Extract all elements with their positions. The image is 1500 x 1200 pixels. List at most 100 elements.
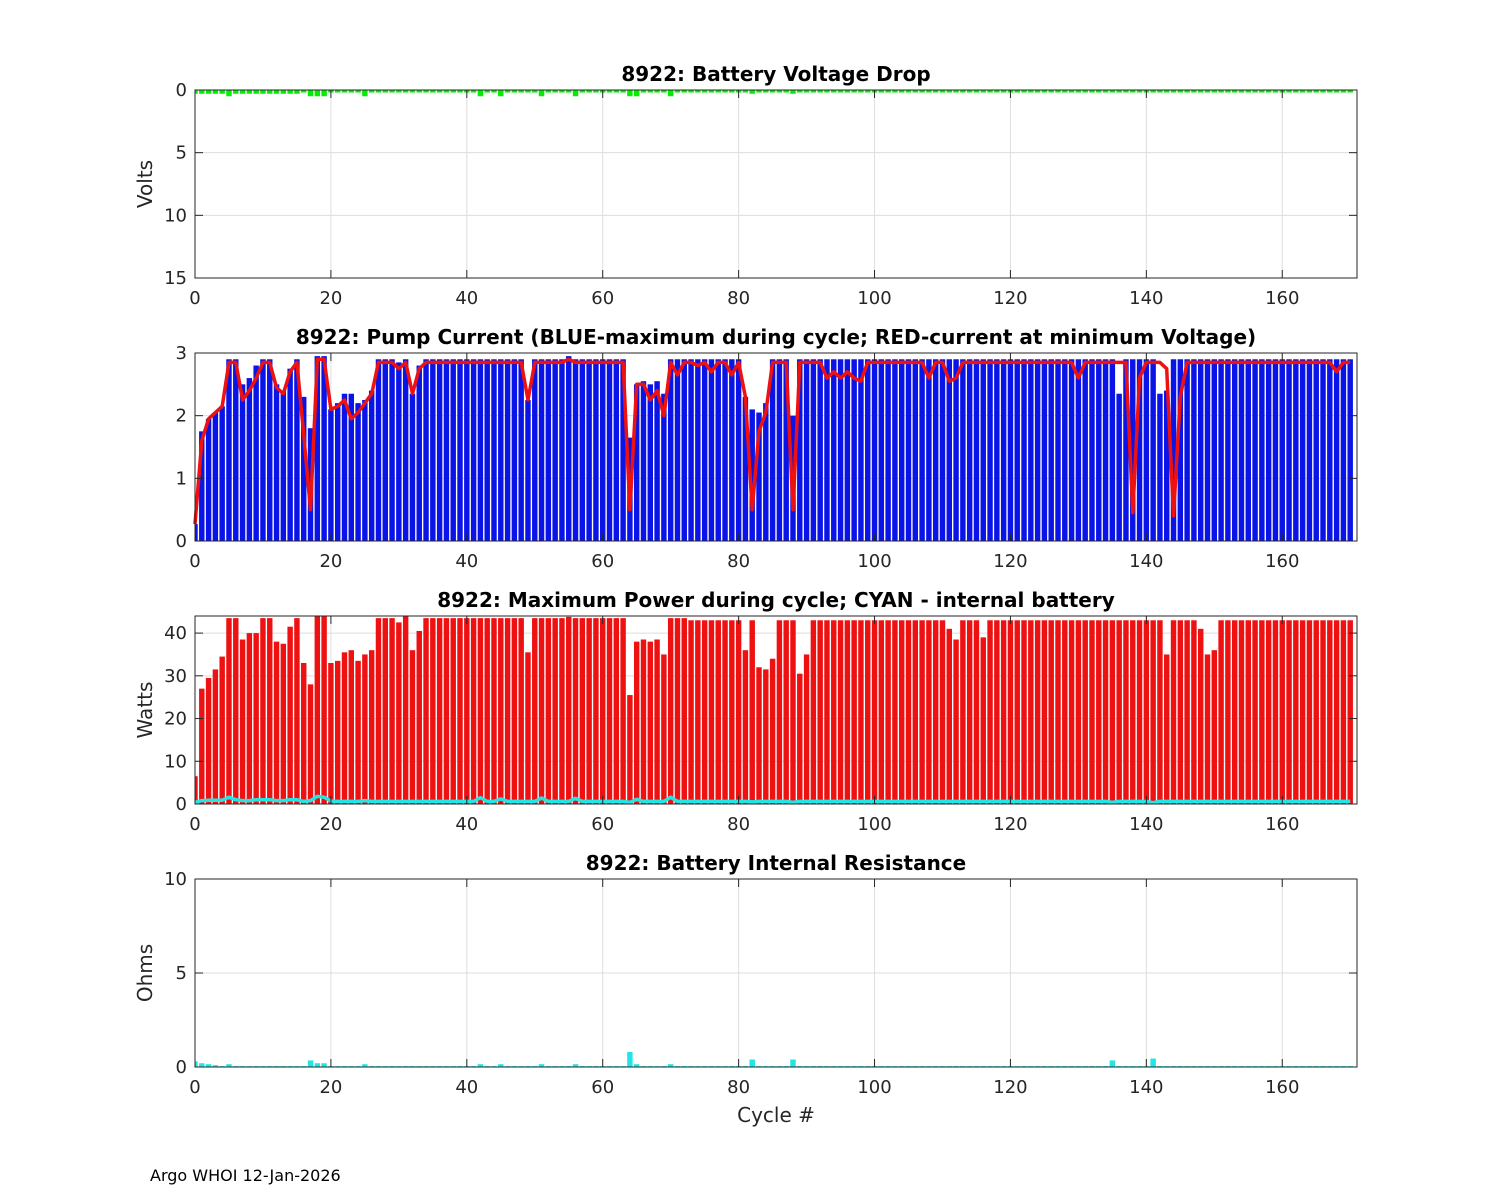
- current-bar: [1231, 359, 1238, 541]
- current-bar: [1007, 359, 1014, 541]
- power-bar: [1130, 620, 1136, 804]
- voltage-xtick-label: 60: [591, 288, 614, 309]
- power-bar: [586, 618, 592, 804]
- power-bar: [477, 618, 484, 804]
- resistance-bar: [212, 1065, 219, 1067]
- voltage-series-voltage: [195, 90, 1353, 97]
- power-xtick-label: 80: [727, 814, 750, 835]
- power-bar: [1320, 620, 1326, 804]
- voltage-xtick-label: 80: [727, 288, 750, 309]
- current-bar: [735, 359, 742, 541]
- voltage-bar: [334, 90, 341, 93]
- voltage-bar: [1320, 90, 1326, 93]
- voltage-bar: [1313, 90, 1319, 93]
- current-bar: [831, 359, 837, 541]
- voltage-axes-box: [194, 89, 1358, 279]
- voltage-bar: [491, 90, 497, 93]
- power-bar: [837, 620, 844, 804]
- voltage-bar: [763, 90, 769, 93]
- power-bar: [1306, 620, 1313, 804]
- power-bar: [1191, 620, 1197, 804]
- current-bar: [443, 359, 450, 541]
- voltage-bar: [477, 90, 484, 97]
- voltage-bar: [545, 90, 552, 93]
- current-bar: [769, 359, 776, 541]
- current-ytick-label: 0: [176, 531, 187, 552]
- voltage-bar: [953, 90, 959, 93]
- voltage-bar: [640, 90, 647, 93]
- voltage-bar: [851, 90, 857, 93]
- current-bar: [729, 359, 735, 541]
- voltage-bar: [1082, 90, 1088, 93]
- current-bar: [375, 359, 382, 541]
- power-bar: [1299, 620, 1306, 804]
- voltage-bar: [1034, 90, 1041, 93]
- current-xtick-label: 60: [591, 551, 614, 572]
- power-bar: [525, 652, 531, 804]
- voltage-bar: [219, 90, 225, 94]
- power-title: 8922: Maximum Power during cycle; CYAN -…: [437, 588, 1115, 612]
- power-bar: [1286, 620, 1292, 804]
- voltage-bar: [1184, 90, 1190, 93]
- current-bar: [1164, 390, 1170, 541]
- power-bar: [518, 618, 524, 804]
- power-bar: [1048, 620, 1054, 804]
- power-bar: [1259, 620, 1265, 804]
- current-bar: [477, 359, 484, 541]
- voltage-bar: [389, 90, 395, 93]
- power-bar: [898, 620, 905, 804]
- power-line: [194, 794, 1351, 805]
- current-bar: [389, 359, 395, 541]
- power-bar: [593, 618, 599, 804]
- resistance-xtick-label: 160: [1265, 1077, 1299, 1098]
- voltage-bar: [980, 90, 986, 93]
- resistance-bar: [1109, 1060, 1116, 1067]
- voltage-bar: [470, 90, 477, 93]
- current-bar: [1130, 359, 1136, 541]
- current-bar: [763, 403, 769, 541]
- power-bar: [226, 618, 232, 804]
- current-bar: [824, 359, 830, 541]
- voltage-bar: [511, 90, 518, 93]
- current-bar: [1116, 393, 1122, 541]
- current-bar: [953, 359, 959, 541]
- power-bar: [1293, 620, 1299, 804]
- voltage-bar: [1204, 90, 1211, 93]
- power-bar: [1055, 620, 1061, 804]
- voltage-bar: [1116, 90, 1122, 93]
- current-bar: [878, 359, 885, 541]
- power-bar: [301, 663, 307, 804]
- power-bar: [1082, 620, 1088, 804]
- current-bar: [1170, 359, 1177, 541]
- voltage-title: 8922: Battery Voltage Drop: [621, 62, 930, 86]
- power-bar: [314, 616, 321, 804]
- voltage-bar: [416, 90, 422, 93]
- voltage-bar: [1299, 90, 1306, 93]
- power-bar: [783, 620, 789, 804]
- voltage-bar: [457, 90, 463, 93]
- voltage-bar: [239, 90, 246, 94]
- voltage-bar: [1211, 90, 1218, 93]
- current-bar: [396, 362, 402, 541]
- voltage-bar: [552, 90, 558, 93]
- power-bar: [912, 620, 919, 804]
- power-bar: [212, 669, 219, 804]
- power-bar: [1028, 620, 1034, 804]
- voltage-bar: [1238, 90, 1245, 93]
- power-ytick-label: 40: [164, 623, 187, 644]
- power-bar: [749, 620, 755, 804]
- resistance-bar: [538, 1064, 545, 1067]
- power-bar: [464, 618, 470, 804]
- power-bar: [742, 650, 749, 804]
- resistance-bar: [226, 1064, 232, 1067]
- voltage-bar: [681, 90, 687, 93]
- power-bar: [960, 620, 966, 804]
- voltage-bar: [566, 90, 572, 93]
- current-bar: [314, 356, 321, 541]
- current-bar: [253, 365, 259, 541]
- current-bar: [1150, 359, 1156, 541]
- current-bar: [932, 359, 939, 541]
- power-bar: [511, 618, 518, 804]
- power-bar: [756, 667, 762, 804]
- current-bar: [423, 359, 429, 541]
